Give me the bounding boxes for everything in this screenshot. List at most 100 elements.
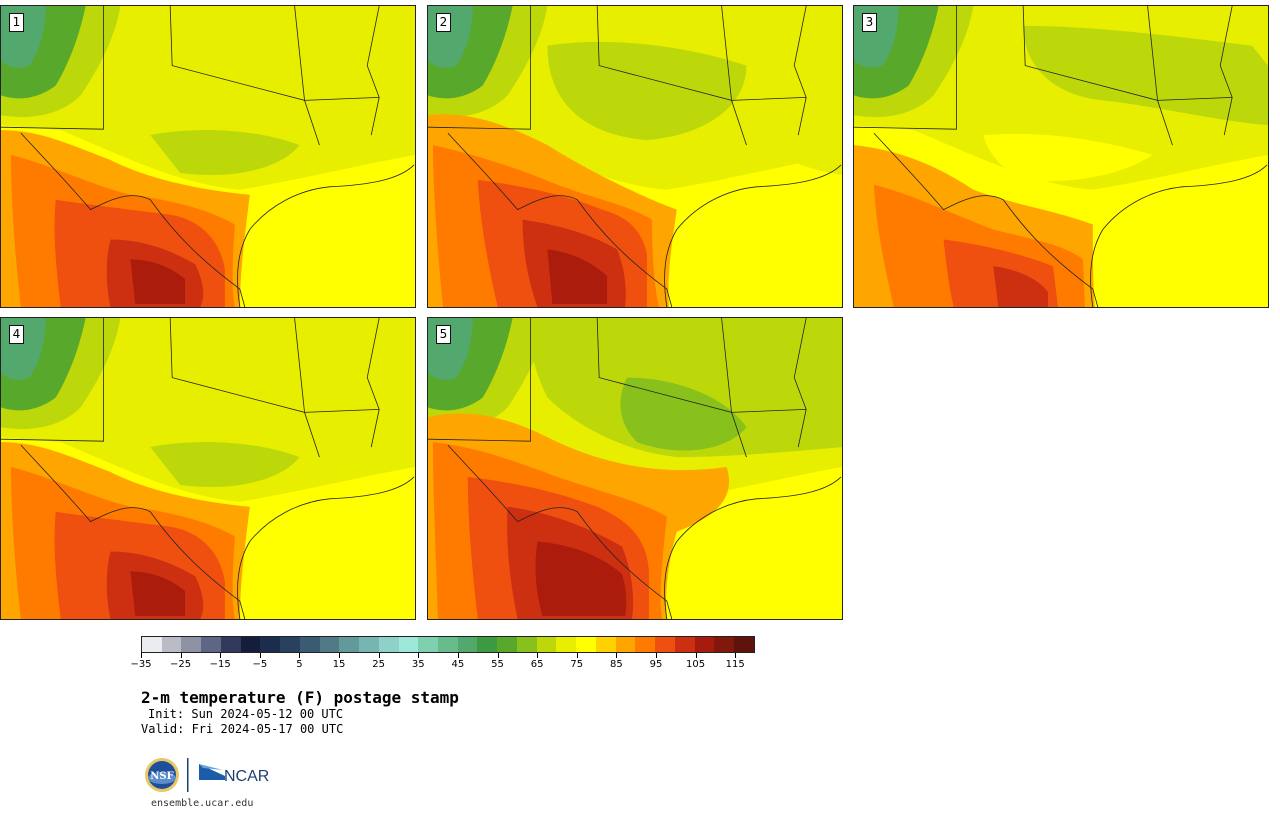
ensemble-member-5-map: 5: [427, 317, 843, 620]
colorbar-swatch: [378, 637, 399, 652]
nsf-ncar-logos: NSF NCAR: [145, 758, 269, 792]
figure-title: 2-m temperature (F) postage stamp: [141, 688, 459, 707]
colorbar-swatch: [181, 637, 202, 652]
colorbar-swatch: [714, 637, 735, 652]
colorbar-swatch: [438, 637, 458, 652]
ensemble-member-1-map: 1: [0, 5, 416, 308]
colorbar-swatch: [161, 637, 182, 652]
coastline: [237, 164, 415, 307]
colorbar-swatch: [260, 637, 281, 652]
max-field: [130, 259, 186, 305]
coastline: [237, 476, 415, 619]
colorbar-tick-label: 95: [649, 659, 663, 670]
colorbar-swatch: [516, 637, 537, 652]
colorbar-tick: [616, 653, 618, 658]
state-borders: [428, 318, 807, 619]
colorbar-tick: [537, 653, 539, 658]
colorbar-tick-label: 115: [725, 659, 745, 670]
colorbar-tick: [378, 653, 380, 658]
colorbar-tick-label: −15: [209, 659, 231, 670]
colorbar-swatch: [201, 637, 221, 652]
nsf-logo-text: NSF: [150, 771, 173, 782]
colorbar-tick: [299, 653, 301, 658]
colorbar-tick: [695, 653, 697, 658]
state-borders: [428, 6, 807, 307]
colorbar-tick-label: 45: [451, 659, 465, 670]
colorbar-swatch: [477, 637, 498, 652]
coastline: [664, 164, 842, 307]
colorbar-tick-label: 75: [570, 659, 584, 670]
colorbar-tick: [339, 653, 341, 658]
coastline: [1090, 164, 1268, 307]
colorbar-tick-labels: −35 −25 −15 −5 5 15 25 35 45 55 65 75 85 95 105 115: [130, 653, 755, 675]
ensemble-member-3-map: 3: [853, 5, 1269, 308]
colorbar-tick-label: 25: [372, 659, 386, 670]
colorbar-tick: [497, 653, 499, 658]
colorbar-swatch: [280, 637, 300, 652]
member-4-label: 4: [9, 325, 24, 344]
max-field: [535, 541, 627, 617]
colorbar-swatch: [615, 637, 636, 652]
state-borders: [1, 6, 380, 307]
member-2-label: 2: [436, 13, 451, 32]
max-field: [130, 571, 186, 617]
colorbar-tick-label: −35: [130, 659, 152, 670]
max-field: [547, 249, 608, 305]
colorbar-tick: [141, 653, 142, 658]
ncar-logo-text: NCAR: [224, 768, 269, 785]
state-borders: [1, 318, 380, 619]
north-cool-field: [547, 41, 747, 141]
colorbar-swatch: [635, 637, 656, 652]
colorbar-tick-label: 85: [609, 659, 623, 670]
member-4-temperature-field: [1, 318, 415, 619]
colorbar-tick: [418, 653, 420, 658]
colorbar-swatch: [734, 637, 754, 652]
colorbar-swatch: [398, 637, 419, 652]
member-5-temperature-field: [428, 318, 842, 619]
colorbar-tick: [259, 653, 261, 658]
site-url: ensemble.ucar.edu: [151, 798, 254, 809]
colorbar-swatch: [240, 637, 261, 652]
colorbar-swatch: [319, 637, 340, 652]
colorbar-tick-label: −5: [252, 659, 268, 670]
oklahoma-cool-field: [620, 377, 747, 451]
colorbar-tick: [457, 653, 459, 658]
colorbar-swatch: [674, 637, 695, 652]
ensemble-member-4-map: 4: [0, 317, 416, 620]
member-3-label: 3: [862, 13, 877, 32]
east-field: [746, 94, 842, 175]
ensemble-member-2-map: 2: [427, 5, 843, 308]
logo-divider: [187, 758, 189, 792]
colorbar-swatch: [595, 637, 616, 652]
nsf-logo-icon: NSF: [145, 758, 179, 792]
valid-time: Valid: Fri 2024-05-17 00 UTC: [141, 722, 344, 736]
colorbar-swatch: [576, 637, 596, 652]
colorbar-swatch: [694, 637, 715, 652]
colorbar-swatch: [457, 637, 478, 652]
colorbar-swatch: [536, 637, 557, 652]
colorbar-swatch: [220, 637, 241, 652]
central-field: [983, 133, 1153, 182]
colorbar-tick-label: 5: [296, 659, 303, 670]
colorbar-swatch: [299, 637, 320, 652]
colorbar-swatch: [497, 637, 517, 652]
north-cool-field: [1023, 25, 1268, 126]
colorbar-swatch: [359, 637, 379, 652]
colorbar-swatch: [339, 637, 360, 652]
colorbar-tick-label: 105: [686, 659, 706, 670]
member-2-temperature-field: [428, 6, 842, 307]
state-borders: [854, 6, 1233, 307]
colorbar-tick-label: 35: [411, 659, 425, 670]
temperature-colorbar: [141, 636, 755, 653]
colorbar-tick: [735, 653, 737, 658]
colorbar-tick-label: 55: [491, 659, 504, 670]
coastline: [664, 476, 842, 619]
colorbar-tick: [576, 653, 578, 658]
colorbar-swatch: [655, 637, 675, 652]
colorbar-tick-label: 15: [332, 659, 346, 670]
extreme-field: [993, 266, 1049, 307]
colorbar-swatch: [418, 637, 439, 652]
colorbar-tick: [655, 653, 657, 658]
colorbar-tick: [180, 653, 182, 658]
north-cool-field: [150, 441, 300, 488]
